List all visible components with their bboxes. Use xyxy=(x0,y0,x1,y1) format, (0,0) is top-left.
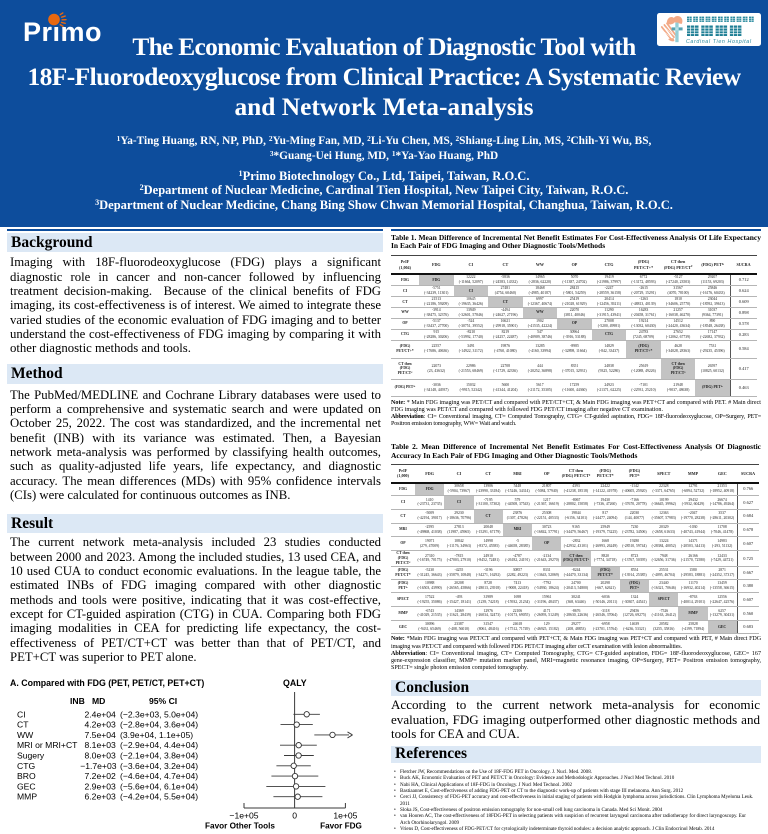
svg-text:(−4.6e+04, 4.7e+04): (−4.6e+04, 4.7e+04) xyxy=(120,771,198,781)
svg-text:(−3.6e+04, 3.2e+04): (−3.6e+04, 3.2e+04) xyxy=(120,761,198,771)
svg-text:WW: WW xyxy=(17,730,34,740)
svg-text:BRO: BRO xyxy=(17,771,36,781)
svg-text:MRI or MRI+CT: MRI or MRI+CT xyxy=(17,740,78,750)
svg-text:(−2.3e+03, 5.0e+04): (−2.3e+03, 5.0e+04) xyxy=(120,709,198,719)
svg-text:Favor Other Tools: Favor Other Tools xyxy=(205,822,275,831)
svg-text:4.2e+03: 4.2e+03 xyxy=(85,720,117,730)
svg-text:QALY: QALY xyxy=(283,678,307,688)
svg-text:GEC: GEC xyxy=(17,781,36,791)
svg-text:CT: CT xyxy=(17,720,29,730)
svg-text:Cardinal Tien Hospital: Cardinal Tien Hospital xyxy=(686,39,752,45)
svg-text:(−4.2e+04, 5.5e+04): (−4.2e+04, 5.5e+04) xyxy=(120,792,198,802)
svg-text:−1e+05: −1e+05 xyxy=(229,811,258,821)
svg-text:MMP: MMP xyxy=(17,792,37,802)
svg-text:1e+05: 1e+05 xyxy=(333,811,357,821)
svg-text:CI: CI xyxy=(17,709,26,719)
svg-text:95% CI: 95% CI xyxy=(149,696,177,706)
svg-text:(−5.6e+04, 6.1e+04): (−5.6e+04, 6.1e+04) xyxy=(120,781,198,791)
svg-text:INB: INB xyxy=(70,696,85,706)
svg-text:0: 0 xyxy=(292,811,297,821)
svg-text:7.2e+02: 7.2e+02 xyxy=(85,771,117,781)
svg-text:(−2.8e+04, 3.6e+04): (−2.8e+04, 3.6e+04) xyxy=(120,720,198,730)
svg-text:CTG: CTG xyxy=(17,761,35,771)
svg-text:(−2.9e+04, 4.4e+04): (−2.9e+04, 4.4e+04) xyxy=(120,740,198,750)
svg-text:2.4e+04: 2.4e+04 xyxy=(85,709,117,719)
svg-text:MD: MD xyxy=(92,696,105,706)
svg-text:7.5e+04: 7.5e+04 xyxy=(85,730,117,740)
svg-text:Favor FDG: Favor FDG xyxy=(320,822,362,831)
svg-text:8.1e+03: 8.1e+03 xyxy=(85,740,117,750)
svg-text:8.0e+03: 8.0e+03 xyxy=(85,751,117,761)
svg-text:(3.9e+04, 1.1e+05): (3.9e+04, 1.1e+05) xyxy=(120,730,193,740)
svg-text:A. Compared with FDG (PET, PET: A. Compared with FDG (PET, PET/CT, PET+C… xyxy=(10,678,204,688)
svg-text:2.9e+03: 2.9e+03 xyxy=(85,781,117,791)
svg-text:(−2.1e+04, 3.8e+04): (−2.1e+04, 3.8e+04) xyxy=(120,751,198,761)
svg-text:6.2e+03: 6.2e+03 xyxy=(85,792,117,802)
svg-text:Sugery: Sugery xyxy=(17,751,45,761)
svg-text:−1.7e+03: −1.7e+03 xyxy=(80,761,117,771)
